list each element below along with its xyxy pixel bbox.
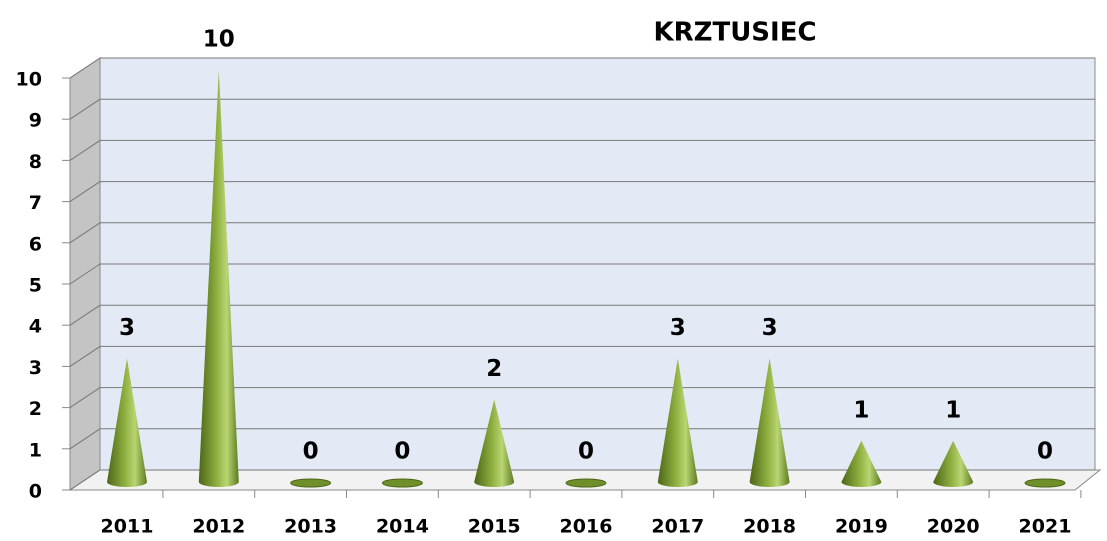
x-tick-label: 2021 — [1019, 516, 1072, 538]
value-label: 3 — [119, 315, 135, 341]
value-label: 0 — [578, 439, 594, 465]
cone — [107, 358, 147, 487]
value-label: 0 — [1037, 439, 1053, 465]
grid-line — [69, 428, 101, 450]
cone — [657, 358, 698, 487]
cone — [381, 478, 423, 488]
grid-line — [69, 469, 101, 491]
x-tick-label: 2018 — [743, 516, 796, 538]
grid — [69, 57, 1095, 491]
value-label: 3 — [670, 315, 686, 341]
y-tick-label: 8 — [29, 151, 42, 173]
value-label: 3 — [762, 315, 778, 341]
grid-line — [69, 387, 101, 409]
y-tick-label: 10 — [16, 69, 42, 91]
value-label: 10 — [203, 27, 235, 53]
y-tick-label: 5 — [29, 275, 42, 297]
value-label: 0 — [303, 439, 319, 465]
y-tick-label: 6 — [29, 233, 42, 255]
grid-line — [69, 181, 101, 203]
value-label: 0 — [394, 439, 410, 465]
y-tick-label: 3 — [29, 357, 42, 379]
grid-line — [69, 304, 101, 326]
cone — [1024, 478, 1066, 488]
x-tick-label: 2014 — [376, 516, 429, 538]
x-tick-label: 2017 — [651, 516, 704, 538]
grid-line — [69, 345, 101, 367]
y-tick-label: 4 — [29, 316, 42, 338]
x-tick-label: 2019 — [835, 516, 888, 538]
grid-line — [69, 57, 101, 79]
value-label: 1 — [853, 397, 869, 423]
y-tick-label: 0 — [29, 481, 42, 503]
x-tick-label: 2015 — [468, 516, 521, 538]
grid-line — [69, 98, 101, 120]
value-label: 2 — [486, 356, 502, 382]
y-tick-label: 7 — [29, 192, 42, 214]
grid-line — [69, 263, 101, 285]
y-tick-label: 2 — [29, 398, 42, 420]
cone — [841, 440, 882, 487]
cone — [198, 70, 239, 487]
x-tick-label: 2013 — [284, 516, 337, 538]
marks — [107, 70, 1066, 488]
value-label: 1 — [945, 397, 961, 423]
x-tick-label: 2016 — [560, 516, 613, 538]
y-tick-label: 1 — [29, 439, 42, 461]
grid-line — [69, 222, 101, 244]
grid-line — [69, 139, 101, 161]
cone — [749, 358, 790, 487]
cone — [933, 440, 974, 487]
cone — [565, 478, 607, 488]
cone — [290, 478, 332, 488]
y-tick-label: 9 — [29, 110, 42, 132]
x-tick-label: 2011 — [101, 516, 154, 538]
chart-title: KRZTUSIEC — [653, 18, 816, 48]
x-tick-label: 2020 — [927, 516, 980, 538]
x-tick-label: 2012 — [192, 516, 245, 538]
cone — [474, 399, 515, 487]
